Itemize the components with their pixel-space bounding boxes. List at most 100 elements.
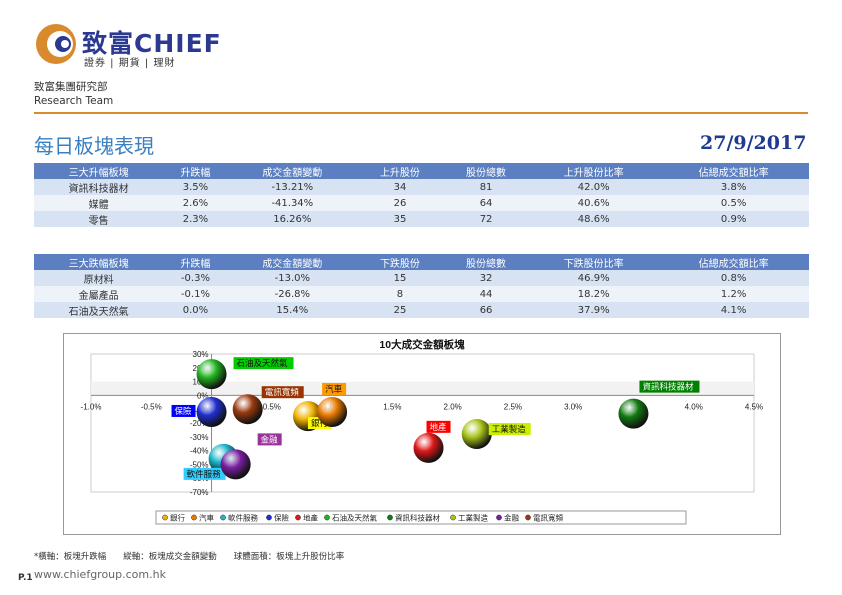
legend-label: 銀行 — [170, 513, 185, 523]
bubble-label: 資訊科技器材 — [642, 382, 694, 393]
table-cell: -26.8% — [227, 286, 357, 302]
legend-marker — [162, 514, 168, 521]
bubble-label-bg — [322, 382, 347, 395]
legend-label: 保險 — [274, 513, 289, 523]
bubble-chart: 10大成交金額板塊-1.0%-0.5%0.0%0.5%1.0%1.5%2.0%2… — [81, 338, 763, 525]
x-tick-label: -0.5% — [141, 402, 162, 411]
table-cell: 48.6% — [529, 211, 659, 227]
table-cell: 26 — [356, 195, 443, 211]
column-header: 升跌幅 — [163, 163, 228, 179]
table-row: 金屬產品 -0.1% -26.8% 8 44 18.2% 1.2% — [34, 286, 809, 302]
bubble-label-bg — [426, 420, 451, 433]
table-cell: 18.2% — [529, 286, 659, 302]
logo-swirl-icon — [36, 24, 76, 64]
table-cell: 石油及天然氣 — [34, 302, 164, 318]
logo-tagline: 證券 | 期貨 | 理財 — [84, 58, 176, 69]
bubble-label-bg — [257, 433, 282, 446]
table-cell: 0.5% — [658, 195, 809, 211]
legend-label: 工業製造 — [458, 513, 488, 523]
falling-header-row: 三大跌幅板塊 升跌幅 成交金額變動 下跌股份 股份總數 下跌股份比率 佔總成交額比率 — [34, 254, 809, 270]
table-row: 石油及天然氣 0.0% 15.4% 25 66 37.9% 4.1% — [34, 302, 809, 318]
table-cell: 16.26% — [227, 211, 357, 227]
table-cell: -0.1% — [163, 286, 228, 302]
bubble-3 — [196, 396, 227, 427]
table-row: 原材料 -0.3% -13.0% 15 32 46.9% 0.8% — [34, 270, 809, 286]
table-cell: -0.3% — [163, 270, 228, 286]
legend-marker — [266, 514, 272, 521]
column-header: 成交金額變動 — [227, 163, 357, 179]
bubble-label: 電訊寬頻 — [265, 387, 300, 398]
top-falling-sectors-table: 三大跌幅板塊 升跌幅 成交金額變動 下跌股份 股份總數 下跌股份比率 佔總成交額比率 原材料 -… — [34, 254, 809, 318]
x-tick-label: -1.0% — [81, 402, 102, 411]
legend-label: 地產 — [303, 513, 318, 523]
bubble-5 — [196, 359, 227, 390]
x-tick-label: 4.0% — [685, 402, 703, 411]
table-row: 資訊科技器材 3.5% -13.21% 34 81 42.0% 3.8% — [34, 179, 809, 195]
column-header: 成交金額變動 — [227, 254, 357, 270]
table-row: 零售 2.3% 16.26% 35 72 48.6% 0.9% — [34, 211, 809, 227]
column-header: 下跌股份比率 — [529, 254, 659, 270]
x-tick-label: 3.0% — [564, 402, 582, 411]
table-cell: 81 — [443, 179, 530, 195]
legend-box — [155, 510, 687, 525]
column-header: 上升股份比率 — [529, 163, 659, 179]
y-tick-label: 30% — [193, 350, 209, 359]
bubble-label-bg — [171, 404, 196, 417]
bubble-label-bg — [488, 423, 531, 436]
legend-marker — [450, 514, 456, 521]
team-name: Research Team — [34, 95, 114, 107]
page-title: 每日板塊表現 — [34, 134, 154, 158]
website-link[interactable]: www.chiefgroup.com.hk — [34, 568, 166, 581]
legend-marker — [220, 514, 226, 521]
legend-label: 電訊寬頻 — [533, 513, 563, 523]
bubble-label-bg — [183, 467, 226, 480]
column-header: 三大跌幅板塊 — [34, 254, 164, 270]
table-cell: 35 — [356, 211, 443, 227]
company-logo: 致富CHIEF 證券 | 期貨 | 理財 — [34, 22, 234, 72]
table-cell: 46.9% — [529, 270, 659, 286]
department: 致富集團研究部 Research Team — [34, 80, 113, 108]
table-cell: 資訊科技器材 — [34, 179, 164, 195]
column-header: 上升股份 — [356, 163, 443, 179]
column-header: 三大升幅板塊 — [34, 163, 164, 179]
chart-title: 10大成交金額板塊 — [379, 338, 465, 351]
table-cell: 2.6% — [163, 195, 228, 211]
y-tick-label: 0% — [197, 391, 209, 400]
legend-marker — [387, 514, 393, 521]
table-cell: 15.4% — [227, 302, 357, 318]
legend-label: 金融 — [504, 513, 519, 523]
table-cell: 1.2% — [658, 286, 809, 302]
column-header: 佔總成交額比率 — [658, 163, 809, 179]
table-cell: 44 — [443, 286, 530, 302]
table-cell: -41.34% — [227, 195, 357, 211]
table-cell: 0.8% — [658, 270, 809, 286]
legend-label: 資訊科技器材 — [395, 513, 440, 523]
bubble-label: 軟件服務 — [187, 469, 222, 480]
table-cell: 32 — [443, 270, 530, 286]
bubble-label: 汽車 — [325, 384, 343, 395]
bubble-4 — [413, 432, 444, 463]
table-row: 媒體 2.6% -41.34% 26 64 40.6% 0.5% — [34, 195, 809, 211]
column-header: 佔總成交額比率 — [658, 254, 809, 270]
x-tick-label: 4.5% — [745, 402, 763, 411]
table-cell: -13.0% — [227, 270, 357, 286]
table-cell: 42.0% — [529, 179, 659, 195]
legend-label: 軟件服務 — [228, 513, 258, 523]
legend-marker — [191, 514, 197, 521]
table-cell: 0.9% — [658, 211, 809, 227]
y-tick-label: -20% — [190, 419, 209, 428]
bubble-label: 金融 — [261, 434, 279, 445]
table-cell: 3.5% — [163, 179, 228, 195]
bubble-label-bg — [261, 386, 304, 399]
table-cell: 37.9% — [529, 302, 659, 318]
legend-marker — [295, 514, 301, 521]
column-header: 股份總數 — [443, 163, 530, 179]
y-tick-label: -30% — [190, 433, 209, 442]
bubble-8 — [220, 449, 251, 480]
table-cell: 零售 — [34, 211, 164, 227]
bubble-label-bg — [639, 380, 700, 393]
y-tick-label: -70% — [190, 488, 209, 497]
bubble-label: 銀行 — [311, 418, 329, 429]
bubble-6 — [618, 398, 649, 429]
table-cell: 金屬產品 — [34, 286, 164, 302]
